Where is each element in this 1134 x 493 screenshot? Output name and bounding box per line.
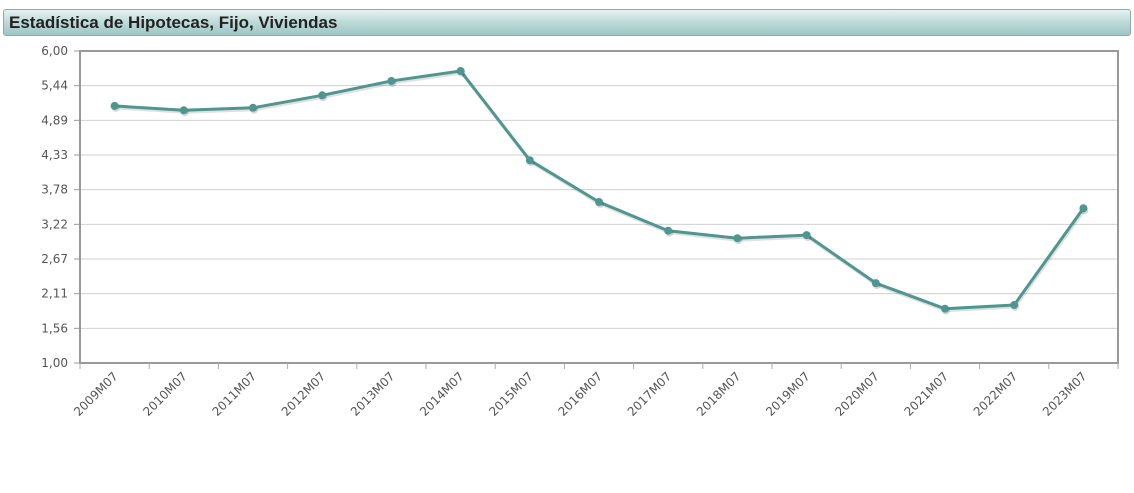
y-tick-label: 3,22 [41,217,68,231]
y-tick-label: 5,44 [41,79,68,93]
x-tick-label: 2020M07 [832,369,882,419]
x-tick-label: 2010M07 [140,369,190,419]
x-tick-label: 2011M07 [210,369,260,419]
y-tick-label: 4,33 [41,148,68,162]
data-point-2012M07 [318,91,327,100]
data-point-2023M07 [1079,204,1088,213]
x-tick-label: 2016M07 [556,369,606,419]
y-tick-label: 3,78 [41,183,68,197]
x-tick-label: 2023M07 [1040,369,1090,419]
data-point-2017M07 [664,226,673,235]
data-point-2021M07 [941,304,949,313]
x-tick-label: 2018M07 [694,369,744,419]
x-tick-label: 2009M07 [71,369,121,419]
chart-title: Estadística de Hipotecas, Fijo, Vivienda… [9,13,338,32]
y-tick-label: 1,00 [41,356,68,370]
x-tick-label: 2015M07 [486,369,536,419]
y-tick-label: 1,56 [41,321,68,335]
x-tick-label: 2014M07 [417,369,467,419]
data-point-2013M07 [387,76,396,85]
chart-header: Estadística de Hipotecas, Fijo, Vivienda… [3,9,1131,36]
data-point-2022M07 [1010,300,1019,309]
x-tick-label: 2019M07 [763,369,813,419]
y-tick-label: 4,89 [41,113,68,127]
plot-frame [79,50,1119,364]
x-tick-label: 2021M07 [902,369,952,419]
x-tick-label: 2013M07 [348,369,398,419]
data-point-2015M07 [525,156,534,165]
series-line-shadow [115,71,1086,313]
data-point-2016M07 [595,198,603,207]
data-point-2020M07 [871,279,880,288]
data-point-2009M07 [110,101,119,110]
x-tick-label: 2022M07 [971,369,1021,419]
data-point-2019M07 [802,231,811,240]
y-tick-label: 6,00 [41,44,68,58]
data-point-2018M07 [733,234,742,243]
y-tick-label: 2,67 [41,252,68,266]
data-point-2014M07 [456,66,465,75]
x-tick-label: 2017M07 [625,369,675,419]
data-point-2010M07 [179,106,188,115]
data-point-2011M07 [249,103,257,112]
x-tick-label: 2012M07 [279,369,329,419]
y-tick-label: 2,11 [41,287,68,301]
